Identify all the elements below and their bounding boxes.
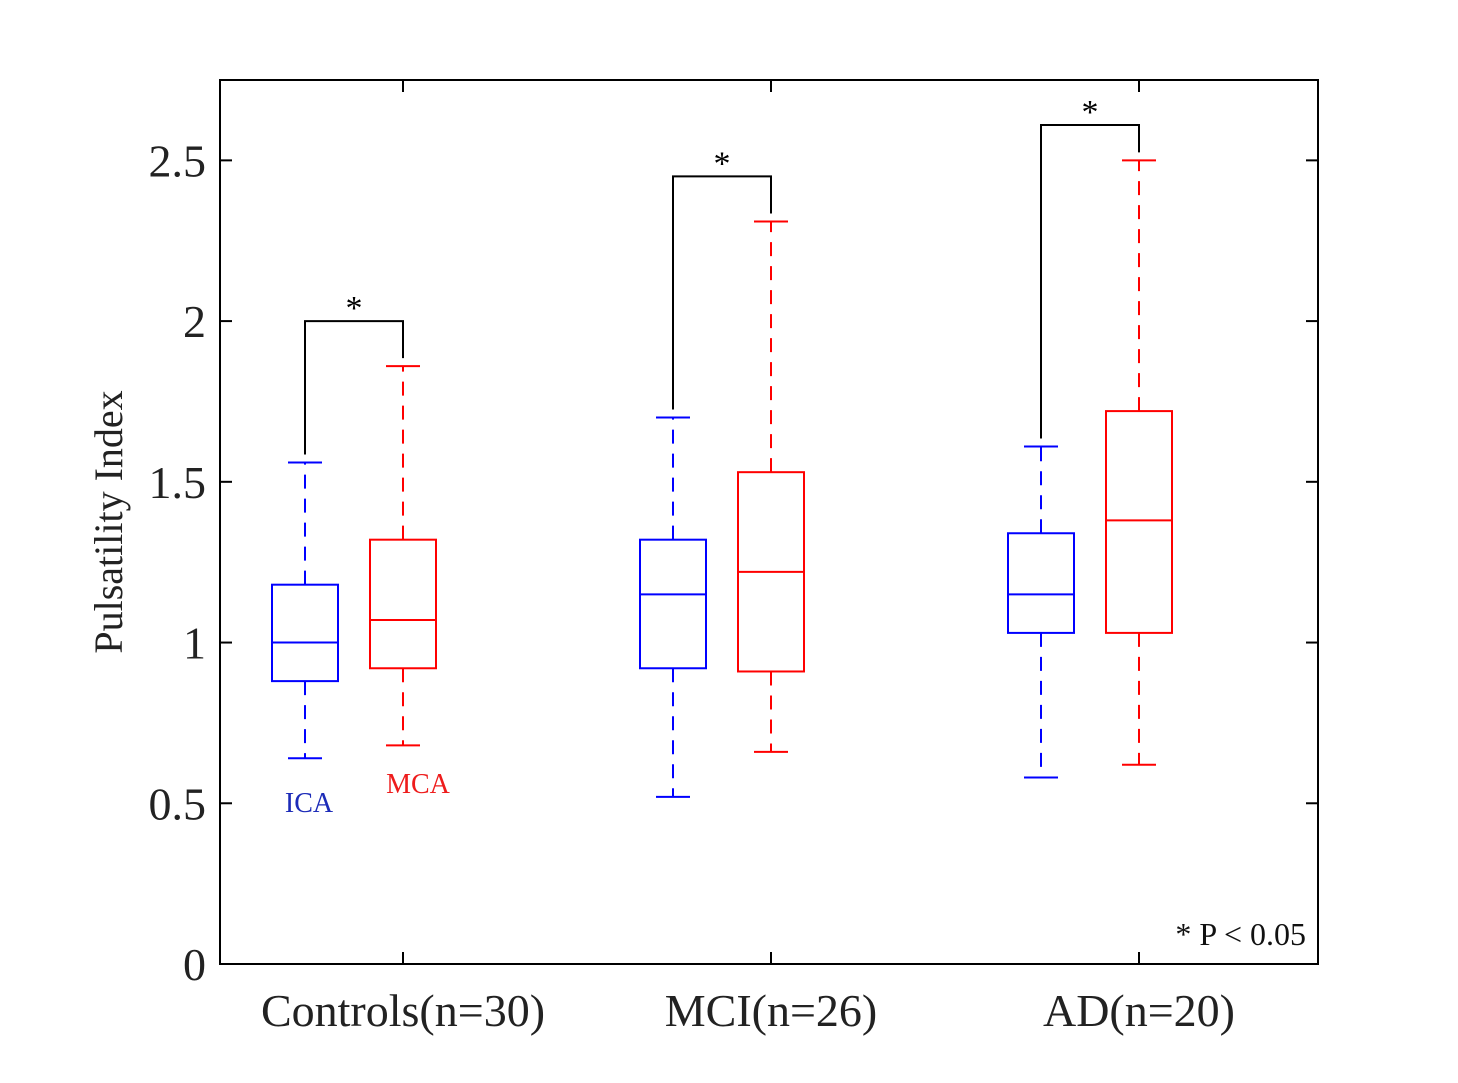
box-ica-1 (639, 416, 707, 798)
y-tick-label: 1 (183, 618, 206, 669)
box-iqr (271, 583, 339, 683)
plot-area: 0 0.5 1 1.5 2 2.5 Controls(n=30) MCI(n=26) AD(n=… (149, 79, 1319, 1036)
p-value-note: * P < 0.05 (1175, 916, 1306, 952)
box-ica-0 (271, 461, 339, 760)
significance-bracket (672, 175, 772, 410)
significance-star: * (714, 145, 731, 182)
box-ica-2 (1007, 445, 1075, 779)
significance-star: * (1082, 94, 1099, 131)
axes-frame (219, 79, 1319, 965)
y-tick-label: 0 (183, 939, 206, 990)
box-iqr (1105, 410, 1173, 634)
significance-bracket (1040, 124, 1140, 439)
x-category-label: Controls(n=30) (261, 985, 545, 1036)
y-tick-label: 2 (183, 296, 206, 347)
mca-series-label: MCA (386, 769, 451, 800)
y-tick-label: 0.5 (149, 778, 207, 829)
x-category-label: AD(n=20) (1043, 985, 1235, 1036)
y-axis-label: Pulsatility Index (86, 390, 131, 653)
x-category-label: MCI(n=26) (665, 985, 877, 1036)
ica-series-label: ICA (285, 788, 334, 819)
y-tick-label: 1.5 (149, 457, 207, 508)
significance-star: * (346, 290, 363, 327)
box-mca-2 (1105, 159, 1173, 766)
y-tick-label: 2.5 (149, 135, 207, 186)
box-mca-0 (369, 365, 437, 747)
box-iqr (369, 538, 437, 670)
box-iqr (639, 538, 707, 670)
significance-bracket (304, 320, 404, 455)
box-iqr (1007, 532, 1075, 634)
box-mca-1 (737, 220, 805, 753)
